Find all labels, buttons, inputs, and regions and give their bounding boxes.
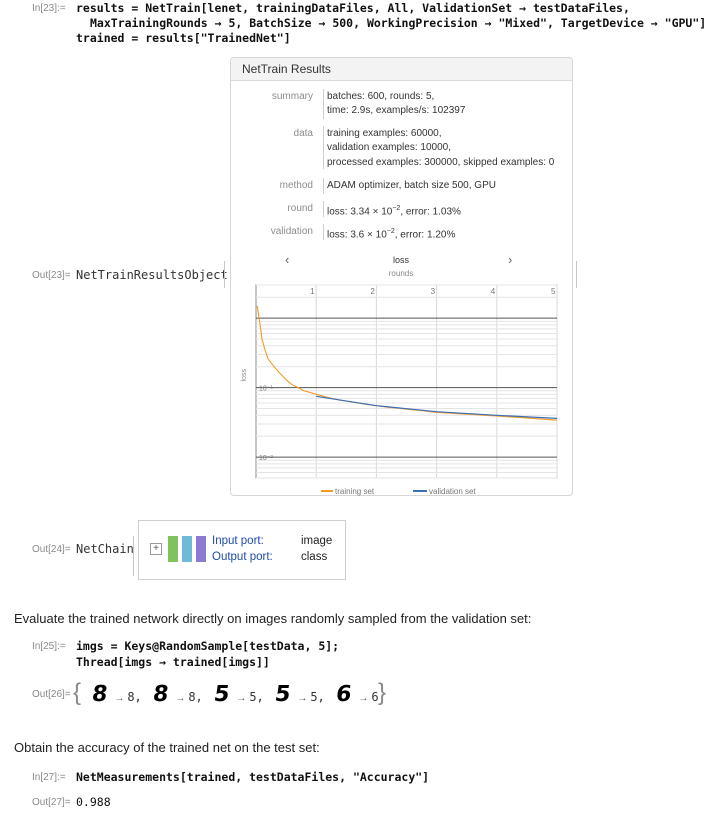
out23-bracket-left [224,261,227,288]
predictions-list: 8 → 8, 8 → 8, 5 → 5, 5 → 5, 6 → 6 [88,682,379,708]
prediction-arrow-icon: → [175,693,186,704]
in23-code-line2[interactable]: MaxTrainingRounds → 5, BatchSize → 500, … [90,16,707,30]
panel-header: NetTrain Results [231,58,572,81]
row-value-round: loss: 3.34 × 10−2, error: 1.03% [327,202,461,219]
digit-image: 5 [212,682,232,707]
input-port-row: Input port: [212,535,264,547]
list-close-brace: } [378,679,387,706]
prediction-value: 5, [310,690,332,704]
row-divider [323,201,324,217]
row-value-method: ADAM optimizer, batch size 500, GPU [327,180,496,191]
output-port-label: Output port: [212,551,273,563]
loss-chart: 1 2 3 4 5 10⁻¹ 10⁻² loss training set validation … [241,284,558,496]
in27-label: In[27]:= [32,772,66,783]
output-port-row: Output port: [212,551,273,563]
layer-block-icon [196,536,206,562]
out24-bracket-left [133,536,138,576]
row-value-summary-2: time: 2.9s, examples/s: 102397 [327,105,466,116]
row-key-summary: summary [271,91,313,102]
legend-label-training: training set [335,487,375,496]
out24-label: Out[24]= [32,544,71,555]
validation-loss: loss: 3.6 × 10 [327,229,387,241]
row-divider [323,224,324,240]
layer-block-icon [182,536,192,562]
prediction-arrow-icon: → [114,693,125,704]
x-tick-label: 2 [370,287,375,296]
y-axis-label: loss [241,369,248,382]
plot-xlabel: rounds [388,269,414,278]
prediction-arrow-icon: → [358,693,369,704]
prediction-arrow-icon: → [297,693,308,704]
layer-block-icon [168,536,178,562]
text-accuracy: Obtain the accuracy of the trained net o… [14,740,320,755]
digit-image: 8 [90,682,110,707]
in25-label: In[25]:= [32,641,66,652]
in25-code-line1[interactable]: imgs = Keys@RandomSample[testData, 5]; [76,639,340,653]
in25-code-line2[interactable]: Thread[imgs → trained[imgs]] [76,655,270,669]
validation-error: , error: 1.20% [394,229,456,241]
out24-head: NetChain [76,542,134,556]
row-value-data-2: validation examples: 10000, [327,142,451,153]
round-loss-exp: −2 [392,205,401,212]
row-value-summary-1: batches: 600, rounds: 5, [327,91,435,102]
digit-image: 8 [151,682,171,707]
row-value-data-3: processed examples: 300000, skipped exam… [327,157,555,168]
validation-loss-exp: −2 [386,228,395,235]
prediction-value: 8, [188,690,210,704]
out27-label: Out[27]= [32,797,71,808]
text-evaluate: Evaluate the trained network directly on… [14,611,532,626]
next-plot-chevron-icon[interactable]: › [508,252,513,267]
plot-frame [255,284,558,479]
prev-plot-chevron-icon[interactable]: ‹ [285,252,290,267]
x-tick-label: 3 [431,287,436,296]
in23-code-line1[interactable]: results = NetTrain[lenet, trainingDataFi… [76,1,630,15]
row-divider [323,89,324,119]
x-tick-label: 1 [310,287,315,296]
out23-head: NetTrainResultsObject [76,268,228,282]
x-tick-label: 4 [491,287,496,296]
y-tick-label: 10⁻² [259,455,273,462]
digit-image: 6 [334,682,354,707]
input-port-value: image [301,535,333,547]
row-key-method: method [279,180,313,191]
out23-label: Out[23]= [32,270,71,281]
row-key-data: data [293,128,313,139]
x-tick-label: 5 [551,287,556,296]
panel-title: NetTrain Results [242,62,331,76]
series-line-validation [316,395,558,419]
netchain-box[interactable]: + Input port: Output port: image class [138,520,346,580]
output-port-value: class [301,551,328,563]
in23-code-line3[interactable]: trained = results["TrainedNet"] [76,31,291,45]
row-value-validation: loss: 3.6 × 10−2, error: 1.20% [327,225,455,242]
out23-bracket-right [574,261,577,288]
plot-title: loss [392,255,409,265]
row-divider [323,178,324,194]
in23-label: In[23]:= [32,3,66,14]
row-key-round: round [287,203,313,214]
legend-label-validation: validation set [429,487,476,496]
row-value-data-1: training examples: 60000, [327,128,442,139]
prediction-value: 6 [371,690,379,704]
row-key-validation: validation [270,226,313,237]
row-divider [323,126,324,169]
prediction-value: 8, [127,690,149,704]
nettrain-results-panel[interactable]: NetTrain Results summary batches: 600, r… [230,57,573,496]
digit-image: 5 [273,682,293,707]
expand-plus-icon[interactable]: + [150,543,162,555]
y-tick-label: 10⁻¹ [259,386,273,393]
prediction-arrow-icon: → [236,693,247,704]
prediction-value: 5, [249,690,271,704]
out27-value: 0.988 [76,795,111,809]
round-error: , error: 1.03% [400,206,461,218]
in27-code-line1[interactable]: NetMeasurements[trained, testDataFiles, … [76,770,430,784]
input-port-label: Input port: [212,535,264,547]
list-open-brace: { [73,679,82,706]
out26-label: Out[26]= [32,689,71,700]
round-loss: loss: 3.34 × 10 [327,206,393,218]
